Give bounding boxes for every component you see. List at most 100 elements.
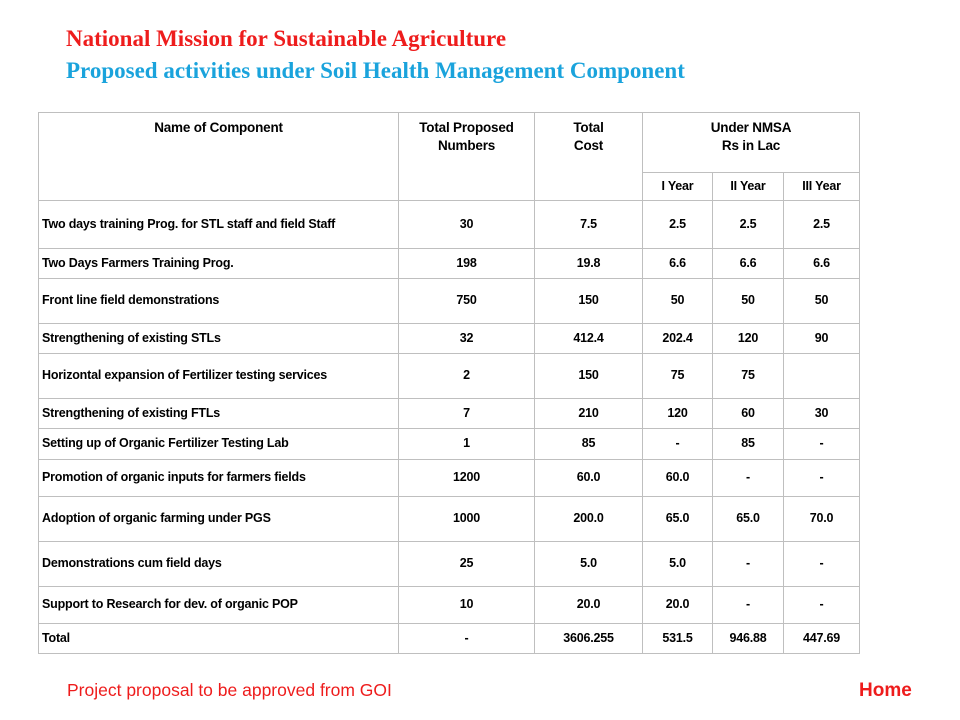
cell-year-2: 946.88 [712,623,784,654]
cell-year-1: 50 [642,278,713,324]
cell-year-2: 75 [712,353,784,399]
table-row: Support to Research for dev. of organic … [38,586,860,624]
cell-year-2: 6.6 [712,248,784,279]
cell-numbers: 25 [398,541,535,587]
cell-year-3: - [783,586,860,624]
cell-total-cost: 3606.255 [534,623,643,654]
header-total-cost-line2: Cost [573,138,604,154]
table-row: Demonstrations cum field days 25 5.0 5.0- - [38,541,860,587]
header-name-label: Name of Component [154,120,283,135]
cell-year-2: - [712,586,784,624]
cell-component-name: Strengthening of existing STLs [38,323,399,354]
cell-total-cost: 19.8 [534,248,643,279]
table-row: Two days training Prog. for STL staff an… [38,200,860,249]
table-row: Strengthening of existing STLs 32 412.4 202… [38,323,860,354]
cell-year-1: 75 [642,353,713,399]
cell-numbers: - [398,623,535,654]
cell-numbers: 32 [398,323,535,354]
header-under-nmsa: Under NMSA Rs in Lac [642,112,860,173]
table-row: Two Days Farmers Training Prog. 198 19.8 6.… [38,248,860,279]
cell-year-2: 60 [712,398,784,429]
cell-year-2: 120 [712,323,784,354]
header-total-cost: Total Cost [534,112,643,201]
table-row: Adoption of organic farming under PGS 100… [38,496,860,542]
header-under-nmsa-line2: Rs in Lac [721,138,781,154]
cell-total-cost: 210 [534,398,643,429]
cell-year-2: - [712,459,784,497]
home-link[interactable]: Home [859,680,912,701]
header-year-3: III Year [783,172,860,201]
cell-year-1: 60.0 [642,459,713,497]
cell-component-name: Strengthening of existing FTLs [38,398,399,429]
cell-numbers: 2 [398,353,535,399]
cell-total-cost: 5.0 [534,541,643,587]
cell-numbers: 198 [398,248,535,279]
page-title: National Mission for Sustainable Agricul… [66,26,507,51]
cell-year-1: 5.0 [642,541,713,587]
cell-component-name: Setting up of Organic Fertilizer Testing… [38,428,399,460]
cell-year-1: 531.5 [642,623,713,654]
cell-year-2: 65.0 [712,496,784,542]
cell-year-2: 50 [712,278,784,324]
cell-year-1: 202.4 [642,323,713,354]
cell-total-cost: 85 [534,428,643,460]
cell-numbers: 1200 [398,459,535,497]
header-year-2: II Year [712,172,784,201]
cell-total-cost: 150 [534,353,643,399]
cell-year-3: 6.6 [783,248,860,279]
activities-table: Name of Component Total Proposed Numbers… [38,112,860,654]
cell-component-name: Support to Research for dev. of organic … [38,586,399,624]
cell-total-cost: 20.0 [534,586,643,624]
cell-year-3: - [783,459,860,497]
page-subtitle: Proposed activities under Soil Health Ma… [66,58,685,83]
footer-note: Project proposal to be approved from GOI [67,680,392,700]
cell-year-1: 120 [642,398,713,429]
cell-component-name: Two days training Prog. for STL staff an… [38,200,399,249]
cell-total-cost: 412.4 [534,323,643,354]
cell-numbers: 1000 [398,496,535,542]
table-row: Strengthening of existing FTLs 7 210 120 60 3… [38,398,860,429]
cell-numbers: 750 [398,278,535,324]
header-total-cost-line1: Total [573,120,604,135]
cell-year-1: 65.0 [642,496,713,542]
cell-year-2: 85 [712,428,784,460]
cell-year-1: - [642,428,713,460]
cell-year-3: 90 [783,323,860,354]
header-row: Name of Component Total Proposed Numbers… [38,112,860,201]
cell-year-3: 70.0 [783,496,860,542]
table-row: Total -3606.255 531.5 946.88 447.69 [38,623,860,654]
cell-component-name: Horizontal expansion of Fertilizer testi… [38,353,399,399]
cell-total-cost: 7.5 [534,200,643,249]
cell-component-name: Adoption of organic farming under PGS [38,496,399,542]
subheader-row: I Year II Year III Year [39,172,860,201]
cell-component-name: Demonstrations cum field days [38,541,399,587]
cell-numbers: 7 [398,398,535,429]
header-total-proposed-numbers: Total Proposed Numbers [398,112,535,201]
cell-numbers: 30 [398,200,535,249]
cell-numbers: 1 [398,428,535,460]
cell-numbers: 10 [398,586,535,624]
cell-component-name: Front line field demonstrations [38,278,399,324]
cell-year-1: 2.5 [642,200,713,249]
cell-year-1: 20.0 [642,586,713,624]
cell-total-cost: 60.0 [534,459,643,497]
cell-year-2: - [712,541,784,587]
cell-year-3 [783,353,860,399]
cell-year-3: - [783,428,860,460]
cell-year-1: 6.6 [642,248,713,279]
cell-total-cost: 200.0 [534,496,643,542]
table-row: Setting up of Organic Fertilizer Testing… [38,428,860,460]
cell-total-cost: 150 [534,278,643,324]
table-row: Horizontal expansion of Fertilizer testi… [38,353,860,399]
header-total-numbers-line1: Total Proposed [419,120,514,135]
header-under-nmsa-line1: Under NMSA [710,120,792,135]
table-row: Front line field demonstrations 750 150 50 5… [38,278,860,324]
cell-year-3: 447.69 [783,623,860,654]
cell-component-name: Promotion of organic inputs for farmers … [38,459,399,497]
header-name-of-component: Name of Component [38,112,399,201]
table-row: Promotion of organic inputs for farmers … [38,459,860,497]
header-total-numbers-line2: Numbers [437,138,496,154]
cell-year-3: 30 [783,398,860,429]
cell-year-3: - [783,541,860,587]
cell-year-3: 50 [783,278,860,324]
